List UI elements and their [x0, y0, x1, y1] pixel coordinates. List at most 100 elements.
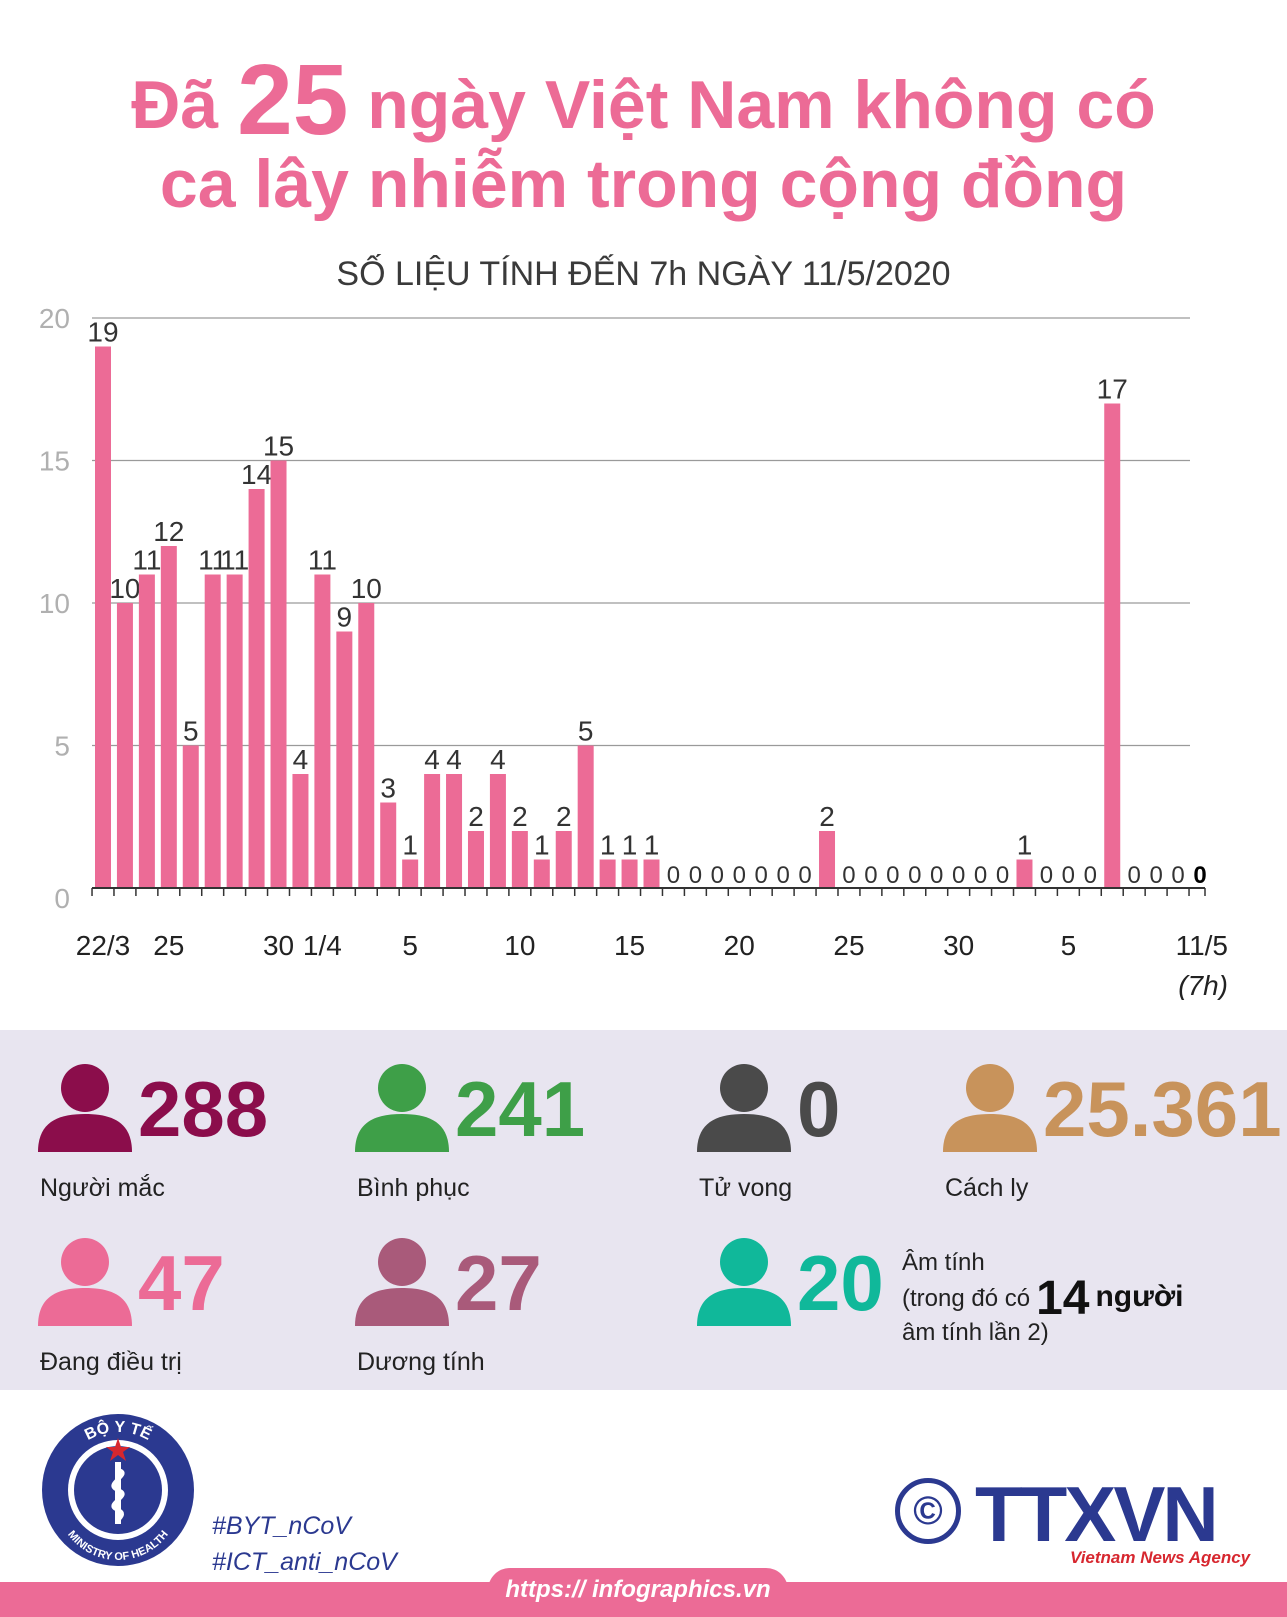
bar — [204, 574, 221, 888]
y-tick-label: 5 — [54, 731, 70, 762]
stat-treating-label: Đang điều trị — [40, 1348, 182, 1376]
bar-data-label: 0 — [1171, 862, 1184, 889]
bar-data-label: 0 — [1193, 862, 1206, 889]
bar — [380, 802, 397, 888]
title-suffix: ngày Việt Nam không có — [367, 67, 1156, 143]
hashtag-ict[interactable]: #ICT_anti_nCoV — [212, 1548, 397, 1576]
bar-data-label: 14 — [241, 459, 272, 490]
bar — [577, 745, 594, 888]
stat-deaths-value: 0 — [797, 1065, 841, 1153]
title-line-1: Đã 25 ngày Việt Nam không có — [0, 50, 1287, 150]
copyright-icon: © — [895, 1478, 961, 1544]
bar-data-label: 0 — [996, 862, 1009, 889]
bar-data-label: 4 — [424, 744, 440, 775]
x-tick-label: 15 — [614, 930, 645, 961]
stat-quarantine-value: 25.361 — [1043, 1065, 1282, 1153]
person-icon — [943, 1064, 1037, 1152]
person-icon — [697, 1064, 791, 1152]
x-tick-label: 5 — [402, 930, 418, 961]
bar-data-label: 9 — [337, 602, 353, 633]
x-tick-label: 20 — [724, 930, 755, 961]
bar-data-label: 3 — [380, 773, 396, 804]
person-icon — [355, 1064, 449, 1152]
bar-data-label: 19 — [87, 317, 118, 348]
ttxvn-logo: TTXVN — [975, 1470, 1219, 1558]
bar-data-label: 0 — [952, 862, 965, 889]
person-icon — [355, 1238, 449, 1326]
person-icon — [38, 1238, 132, 1326]
bar — [292, 774, 309, 888]
stat-negative-count-unit: người — [1095, 1280, 1184, 1313]
bar-data-label: 0 — [733, 862, 746, 889]
stat-negative-label-suffix: âm tính lần 2) — [902, 1319, 1049, 1346]
x-tick-label: 25 — [153, 930, 184, 961]
bar-data-label: 4 — [446, 744, 462, 775]
bar-data-label: 11 — [132, 545, 161, 576]
y-tick-label: 15 — [39, 446, 70, 477]
stat-negative-label: Âm tính — [902, 1249, 985, 1276]
bar-data-label: 15 — [263, 431, 294, 462]
bar — [819, 831, 836, 888]
bar-data-label: 1 — [644, 830, 660, 861]
bar-data-label: 4 — [293, 744, 309, 775]
bar-data-label: 0 — [1128, 862, 1141, 889]
bar-data-label: 0 — [1062, 862, 1075, 889]
bar-data-label: 2 — [819, 801, 835, 832]
bar — [270, 460, 287, 888]
bar — [358, 603, 375, 888]
title-day-count: 25 — [237, 44, 349, 156]
stat-negative-label-prefix: (trong đó có — [902, 1285, 1031, 1312]
bar — [599, 859, 616, 888]
bar — [1104, 403, 1121, 888]
bar — [621, 859, 638, 888]
website-link[interactable]: https:// infographics.vn — [505, 1576, 771, 1603]
bar-data-label: 0 — [1149, 862, 1162, 889]
bar-data-label: 17 — [1097, 374, 1128, 405]
bar-data-label: 12 — [153, 516, 184, 547]
x-tick-label: 30 — [943, 930, 974, 961]
bar-data-label: 0 — [974, 862, 987, 889]
bar-data-label: 10 — [109, 573, 140, 604]
bar-data-label: 0 — [711, 862, 724, 889]
url-tab — [488, 1568, 788, 1617]
bar — [533, 859, 550, 888]
hashtag-byt[interactable]: #BYT_nCoV — [212, 1512, 351, 1540]
bar-data-label: 1 — [622, 830, 638, 861]
x-tick-label: 1/4 — [303, 930, 342, 961]
bar-data-label: 0 — [908, 862, 921, 889]
y-tick-label: 20 — [39, 303, 70, 334]
bar-data-label: 2 — [468, 801, 484, 832]
stat-negative-value: 20 — [797, 1239, 884, 1327]
bar-data-label: 1 — [1017, 830, 1033, 861]
x-last-label-note: (7h) — [1178, 970, 1228, 1000]
bar-data-label: 1 — [402, 830, 418, 861]
stats-panel — [0, 1030, 1287, 1390]
bar-data-label: 5 — [183, 716, 199, 747]
bar-data-label: 0 — [755, 862, 768, 889]
footer-hashtags: #BYT_nCoV #ICT_anti_nCoV — [212, 1508, 397, 1580]
bar-data-label: 0 — [930, 862, 943, 889]
bar-data-label: 4 — [490, 744, 506, 775]
chart-subtitle: SỐ LIỆU TÍNH ĐẾN 7h NGÀY 11/5/2020 — [336, 255, 951, 293]
stat-positive-label: Dương tính — [357, 1348, 485, 1376]
person-icon — [38, 1064, 132, 1152]
bar-data-label: 2 — [512, 801, 528, 832]
bar-data-label: 1 — [600, 830, 616, 861]
stat-infected-label: Người mắc — [40, 1174, 165, 1202]
title-line-2: ca lây nhiễm trong cộng đồng — [159, 146, 1128, 222]
bar — [95, 346, 111, 888]
x-tick-label: 5 — [1061, 930, 1077, 961]
x-tick-label: 22/3 — [76, 930, 131, 961]
bar-data-label: 0 — [667, 862, 680, 889]
bar — [446, 774, 463, 888]
bar — [138, 574, 155, 888]
bar — [424, 774, 441, 888]
bar — [402, 859, 419, 888]
bar-data-label: 11 — [198, 545, 227, 576]
bar-data-label: 0 — [689, 862, 702, 889]
agency-name: Vietnam News Agency — [1070, 1548, 1251, 1567]
y-tick-label: 0 — [54, 883, 70, 914]
x-tick-label: 25 — [833, 930, 864, 961]
bar — [1016, 859, 1033, 888]
